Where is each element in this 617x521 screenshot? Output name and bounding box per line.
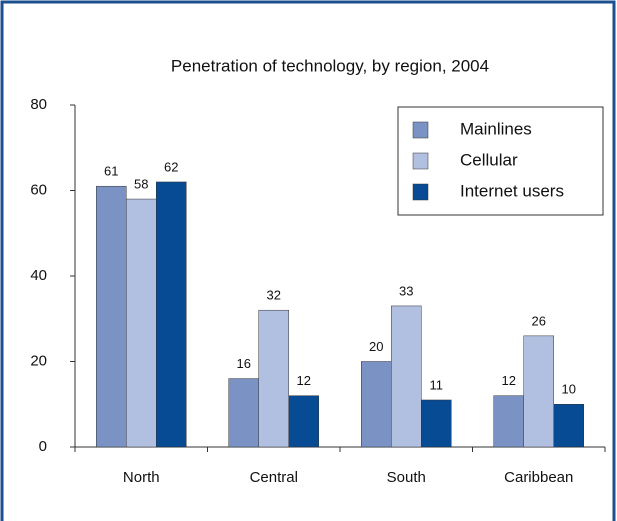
value-label: 12 <box>297 373 311 388</box>
legend-label: Mainlines <box>460 119 532 138</box>
bar <box>228 378 259 448</box>
value-label: 58 <box>134 176 148 191</box>
y-tick-label: 80 <box>30 96 47 113</box>
value-label: 32 <box>267 288 281 303</box>
bar <box>361 361 392 448</box>
y-tick-label: 20 <box>30 352 47 369</box>
legend-swatch <box>412 121 429 139</box>
bar <box>553 404 584 448</box>
bar <box>258 309 289 448</box>
legend-label: Cellular <box>460 150 518 169</box>
y-tick-label: 60 <box>30 181 47 198</box>
legend-swatch <box>412 152 429 170</box>
bar <box>493 395 524 448</box>
x-tick-label: Central <box>250 469 298 486</box>
value-label: 61 <box>104 164 118 179</box>
bar <box>288 395 319 448</box>
chart-title: Penetration of technology, by region, 20… <box>171 56 489 75</box>
value-label: 12 <box>502 373 516 388</box>
bar <box>523 335 554 448</box>
value-label: 16 <box>237 356 251 371</box>
y-tick-label: 0 <box>39 438 47 455</box>
value-label: 20 <box>369 339 383 354</box>
legend-box <box>397 106 604 216</box>
x-tick-label: South <box>387 469 426 486</box>
y-tick-label: 40 <box>30 267 47 284</box>
value-label: 33 <box>399 283 413 298</box>
value-label: 10 <box>562 382 576 397</box>
bar <box>391 305 422 448</box>
value-label: 62 <box>164 159 178 174</box>
value-label: 11 <box>430 377 444 392</box>
legend-label: Internet users <box>460 181 564 200</box>
x-tick-label: North <box>123 469 160 486</box>
value-label: 26 <box>532 313 546 328</box>
legend-swatch <box>412 183 429 201</box>
bar <box>126 198 157 448</box>
bar <box>156 181 187 448</box>
bar <box>96 185 127 448</box>
bar <box>421 399 452 448</box>
x-tick-label: Caribbean <box>504 469 573 486</box>
